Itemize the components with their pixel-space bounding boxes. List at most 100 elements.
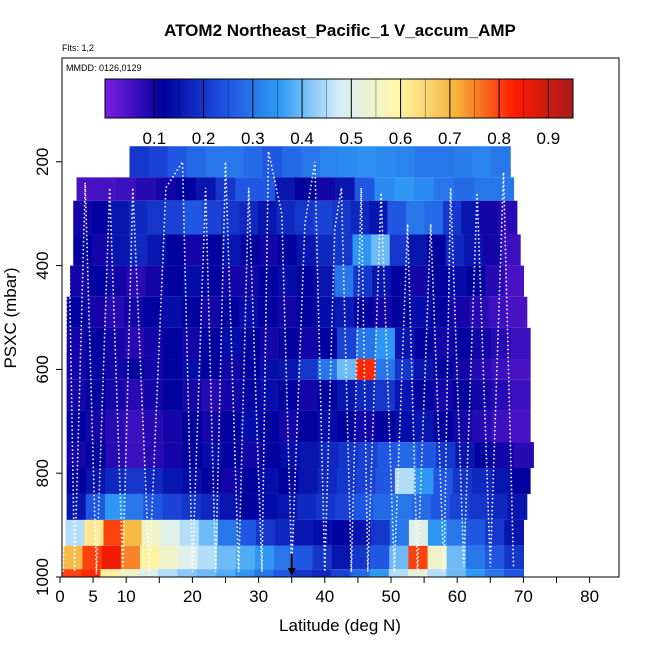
- x-tick-label: 10: [117, 587, 136, 606]
- heatmap-cell: [201, 327, 222, 360]
- heatmap-cell: [240, 410, 261, 443]
- heatmap-cell: [296, 234, 316, 266]
- heatmap-cell: [296, 493, 317, 520]
- heatmap-cell: [371, 234, 391, 266]
- heatmap-cell: [313, 519, 334, 546]
- heatmap-cell: [175, 177, 197, 201]
- heatmap-cell: [241, 442, 262, 469]
- heatmap-cell: [159, 545, 179, 570]
- heatmap-cell: [122, 519, 143, 546]
- heatmap-cell: [433, 359, 454, 380]
- heatmap-cell: [453, 146, 473, 178]
- x-tick-label: 5: [88, 587, 97, 606]
- heatmap-cell: [356, 359, 377, 380]
- colorbar-tick-label: 0.9: [537, 129, 561, 148]
- heatmap-cell: [124, 379, 145, 411]
- heatmap-cell: [507, 493, 528, 520]
- heatmap-cell: [510, 379, 531, 411]
- heatmap-cell: [205, 146, 226, 178]
- heatmap-cell: [452, 359, 473, 380]
- heatmap-cell: [167, 146, 188, 178]
- colorbar-tick-label: 0.5: [339, 129, 363, 148]
- heatmap-cell: [259, 379, 280, 411]
- heatmap-cell: [221, 468, 241, 494]
- heatmap-cell: [319, 146, 340, 178]
- heatmap-cell: [450, 493, 470, 520]
- heatmap-cell: [428, 265, 449, 297]
- heatmap-cell: [358, 442, 379, 469]
- colorbar-tick-label: 0.2: [192, 129, 216, 148]
- heatmap-cell: [336, 468, 357, 494]
- x-tick-label: 20: [183, 587, 202, 606]
- heatmap-cell: [143, 327, 164, 360]
- heatmap-cell: [374, 177, 395, 201]
- heatmap-cell: [315, 296, 336, 328]
- heatmap-cell: [235, 177, 256, 201]
- heatmap-cell: [221, 410, 241, 443]
- colorbar-tick-label: 0.7: [438, 129, 462, 148]
- heatmap-cell: [181, 493, 202, 520]
- heatmap-cell: [315, 234, 335, 266]
- heatmap-cell: [469, 296, 489, 328]
- heatmap-cell: [201, 359, 222, 380]
- heatmap-cell: [281, 146, 302, 178]
- heatmap-cell: [317, 468, 338, 494]
- heatmap-cell: [129, 146, 150, 178]
- heatmap-cell: [296, 265, 317, 297]
- heatmap-cell: [219, 493, 240, 520]
- heatmap-cell: [510, 410, 531, 443]
- heatmap-cell: [279, 379, 299, 411]
- heatmap-cell: [504, 545, 524, 570]
- heatmap-cell: [370, 545, 390, 570]
- arrow-head: [287, 568, 296, 576]
- heatmap-cell: [138, 569, 159, 577]
- heatmap-cell: [336, 379, 357, 411]
- heatmap-cell: [279, 327, 299, 360]
- heatmap-cell: [279, 359, 299, 380]
- heatmap-cell: [430, 296, 451, 328]
- heatmap-cell: [354, 493, 374, 520]
- heatmap-cell: [141, 519, 162, 546]
- heatmap-cell: [62, 569, 82, 577]
- heatmap-cell: [436, 442, 457, 469]
- heatmap-cell: [370, 519, 391, 546]
- heatmap-cell: [274, 545, 294, 570]
- heatmap-cell: [296, 296, 317, 328]
- y-axis: 200 400 600 800 1000: [33, 148, 62, 596]
- heatmap-cell: [276, 200, 296, 235]
- heatmap-cell: [452, 327, 473, 360]
- heatmap-cell: [277, 296, 298, 328]
- heatmap-cell: [201, 410, 222, 443]
- heatmap-cell: [484, 569, 505, 577]
- heatmap-cell: [453, 177, 475, 201]
- heatmap-cell: [69, 265, 90, 297]
- y-tick-label: 1000: [33, 558, 52, 596]
- heatmap-cell: [388, 569, 409, 577]
- heatmap-cell: [332, 519, 353, 546]
- heatmap-cell: [472, 468, 493, 494]
- heatmap-cell: [177, 569, 198, 577]
- heatmap-cell: [394, 468, 415, 494]
- heatmap-cell: [259, 234, 279, 266]
- colorbar-tick-label: 0.1: [142, 129, 166, 148]
- heatmap-cell: [85, 327, 106, 360]
- heatmap-cell: [222, 442, 243, 469]
- heatmap-cell: [256, 519, 276, 546]
- heatmap-cell: [357, 146, 378, 178]
- heatmap-cell: [485, 265, 506, 297]
- heatmap-cell: [464, 234, 484, 266]
- heatmap-cell: [447, 265, 468, 297]
- heatmap-cell: [203, 234, 223, 266]
- heatmap-cell: [88, 265, 109, 297]
- heatmap-cell: [336, 410, 357, 443]
- heatmap-cell: [472, 146, 492, 178]
- x-tick-label: 40: [315, 587, 334, 606]
- heatmap-cell: [273, 569, 294, 577]
- heatmap-cell: [373, 296, 394, 328]
- heatmap-cell: [479, 200, 499, 235]
- heatmap-cell: [129, 234, 149, 266]
- heatmap-cell: [182, 410, 203, 443]
- heatmap-cell: [261, 442, 282, 469]
- heatmap-cell: [491, 468, 512, 494]
